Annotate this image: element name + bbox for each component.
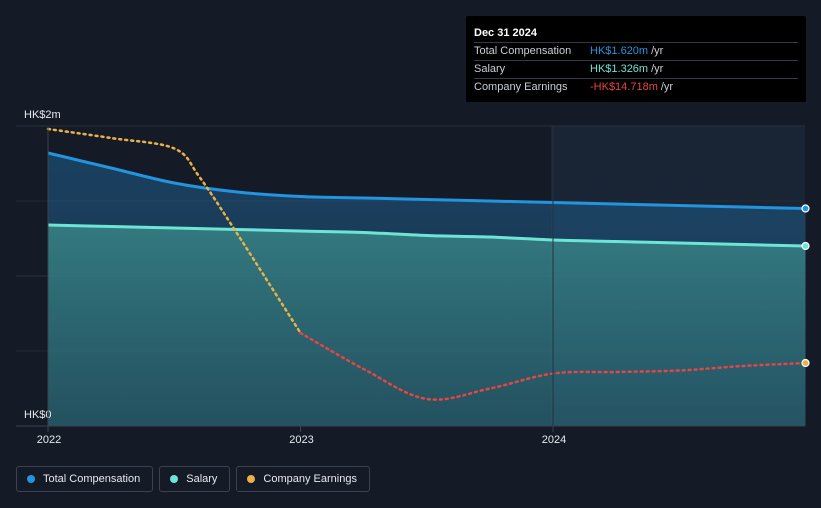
legend-label: Salary	[186, 473, 218, 485]
company-earnings-line-negative	[299, 331, 807, 401]
tooltip-date: Dec 31 2024	[474, 27, 537, 39]
company-earnings-line-positive	[46, 127, 302, 335]
tooltip-value: -HK$14.718m	[590, 81, 658, 93]
tooltip-unit: /yr	[660, 81, 674, 93]
legend-item-company-earnings[interactable]: Company Earnings	[236, 466, 370, 492]
legend-dot-icon	[170, 475, 179, 483]
series-areas	[48, 153, 806, 426]
tooltip-value: HK$1.620m	[590, 45, 649, 57]
legend-item-salary[interactable]: Salary	[159, 466, 231, 492]
tooltip: Dec 31 2024 Total Compensation HK$1.620m…	[466, 16, 806, 102]
legend: Total Compensation Salary Company Earnin…	[16, 466, 370, 492]
legend-label: Company Earnings	[263, 473, 357, 485]
company-earnings-end-marker	[801, 358, 810, 368]
tooltip-row-company-earnings: Company Earnings -HK$14.718m /yr	[474, 78, 798, 96]
legend-dot-icon	[27, 475, 35, 483]
legend-dot-icon	[247, 475, 256, 483]
y-tick-label-top: HK$2m	[24, 109, 61, 121]
series-end-markers	[801, 204, 810, 368]
legend-item-total-compensation[interactable]: Total Compensation	[16, 466, 154, 492]
y-tick-label-bottom: HK$0	[24, 409, 52, 421]
tooltip-value: HK$1.326m	[590, 63, 649, 75]
tooltip-unit: /yr	[651, 63, 664, 75]
tooltip-label: Company Earnings	[474, 81, 568, 93]
salary-end-marker	[801, 241, 810, 251]
x-axis: 2022 2023 2024	[16, 126, 805, 446]
x-tick-label: 2022	[37, 434, 61, 446]
salary-area	[48, 225, 806, 426]
tooltip-row-total-compensation: Total Compensation HK$1.620m /yr	[474, 42, 798, 60]
tooltip-row-salary: Salary HK$1.326m /yr	[474, 60, 798, 78]
legend-label: Total Compensation	[43, 473, 141, 485]
salary-line	[47, 223, 806, 248]
total-compensation-end-marker	[801, 204, 810, 213]
tooltip-label: Total Compensation	[474, 45, 572, 57]
total-compensation-line	[47, 151, 806, 210]
tooltip-unit: /yr	[651, 45, 664, 57]
x-tick-label: 2023	[289, 434, 313, 446]
x-tick-label: 2024	[542, 434, 566, 446]
series-lines	[46, 127, 807, 401]
tooltip-label: Salary	[474, 63, 506, 75]
